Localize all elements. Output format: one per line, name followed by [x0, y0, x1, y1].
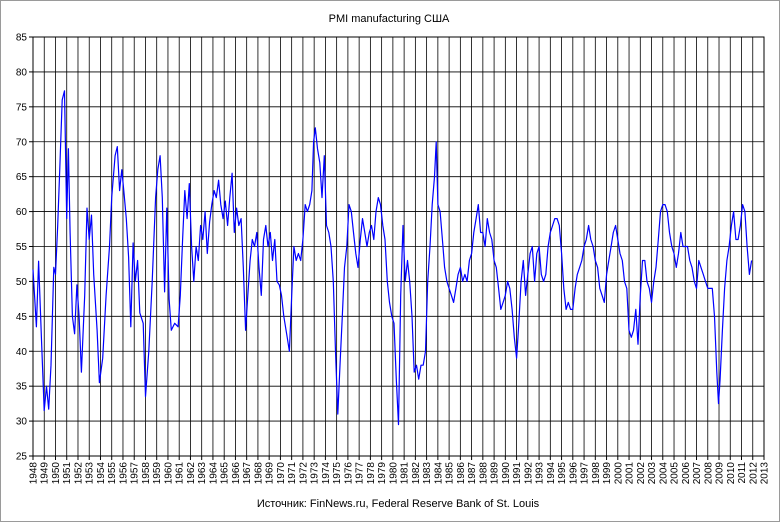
x-tick-label: 1980 [388, 462, 399, 485]
x-tick-label: 1956 [118, 462, 129, 485]
y-tick-label: 45 [16, 312, 28, 323]
y-tick-label: 50 [16, 277, 28, 288]
pmi-series-line [32, 90, 753, 426]
x-tick-label: 2002 [636, 462, 647, 485]
x-tick-label: 1989 [490, 462, 501, 485]
x-tick-label: 1955 [107, 462, 118, 485]
chart-source: Источник: FinNews.ru, Federal Reserve Ba… [257, 498, 540, 510]
y-tick-label: 60 [16, 207, 28, 218]
x-tick-label: 1964 [208, 462, 219, 485]
x-tick-label: 1950 [51, 462, 62, 485]
x-tick-label: 2010 [726, 462, 737, 485]
x-tick-label: 1975 [332, 462, 343, 485]
x-tick-label: 2004 [658, 462, 669, 485]
x-tick-label: 1998 [591, 462, 602, 485]
x-tick-label: 1967 [242, 462, 253, 485]
x-tick-label: 1957 [130, 462, 141, 485]
x-tick-label: 1973 [310, 462, 321, 485]
x-tick-label: 1993 [535, 462, 546, 485]
x-tick-label: 1979 [377, 462, 388, 485]
x-tick-label: 1982 [411, 462, 422, 485]
y-tick-label: 80 [16, 67, 28, 78]
x-tick-label: 1978 [366, 462, 377, 485]
chart-title: PMI manufacturing США [329, 13, 450, 25]
x-tick-label: 1952 [73, 462, 84, 485]
x-tick-label: 1969 [265, 462, 276, 485]
x-tick-label: 1999 [602, 462, 613, 485]
x-tick-label: 2005 [670, 462, 681, 485]
x-tick-label: 1976 [343, 462, 354, 485]
x-tick-label: 2012 [748, 462, 759, 485]
x-tick-label: 1990 [501, 462, 512, 485]
x-tick-label: 1995 [557, 462, 568, 485]
x-tick-label: 1988 [478, 462, 489, 485]
x-tick-label: 1985 [445, 462, 456, 485]
x-tick-label: 1984 [433, 462, 444, 485]
x-tick-label: 1965 [220, 462, 231, 485]
x-tick-label: 2013 [760, 462, 771, 485]
x-tick-label: 2007 [692, 462, 703, 485]
x-tick-label: 2000 [613, 462, 624, 485]
y-tick-label: 75 [16, 102, 28, 113]
x-tick-label: 2003 [647, 462, 658, 485]
x-tick-label: 1987 [467, 462, 478, 485]
x-tick-label: 1981 [400, 462, 411, 485]
x-tick-label: 1974 [321, 462, 332, 485]
x-tick-label: 1949 [40, 462, 51, 485]
x-tick-label: 1948 [29, 462, 40, 485]
y-tick-label: 35 [16, 382, 28, 393]
x-tick-label: 1970 [276, 462, 287, 485]
x-tick-label: 1953 [85, 462, 96, 485]
x-tick-label: 1986 [456, 462, 467, 485]
x-tick-label: 1951 [62, 462, 73, 485]
plot-border [32, 36, 765, 457]
x-tick-label: 1959 [152, 462, 163, 485]
x-tick-label: 1954 [96, 462, 107, 485]
y-tick-label: 85 [16, 33, 28, 44]
x-tick-label: 1963 [197, 462, 208, 485]
x-tick-label: 1968 [253, 462, 264, 485]
y-tick-label: 65 [16, 172, 28, 183]
y-tick-label: 55 [16, 242, 28, 253]
y-tick-label: 30 [16, 417, 28, 428]
x-tick-label: 1966 [231, 462, 242, 485]
y-tick-label: 40 [16, 347, 28, 358]
x-tick-label: 1960 [163, 462, 174, 485]
x-tick-label: 2006 [681, 462, 692, 485]
y-tick-label: 70 [16, 137, 28, 148]
x-tick-label: 1962 [186, 462, 197, 485]
x-tick-label: 1996 [568, 462, 579, 485]
series-layer [32, 90, 753, 426]
x-tick-label: 1958 [141, 462, 152, 485]
x-tick-label: 1972 [298, 462, 309, 485]
x-tick-label: 1961 [175, 462, 186, 485]
x-tick-label: 1992 [523, 462, 534, 485]
x-tick-label: 1983 [422, 462, 433, 485]
x-tick-label: 1977 [355, 462, 366, 485]
x-tick-label: 1971 [287, 462, 298, 485]
x-tick-label: 2011 [737, 462, 748, 484]
x-tick-label: 2008 [703, 462, 714, 485]
y-tick-label: 25 [16, 452, 28, 463]
x-tick-label: 1997 [580, 462, 591, 485]
x-tick-label: 2001 [625, 462, 636, 485]
x-tick-label: 1994 [546, 462, 557, 485]
x-tick-label: 1991 [512, 462, 523, 485]
x-tick-label: 2009 [715, 462, 726, 485]
